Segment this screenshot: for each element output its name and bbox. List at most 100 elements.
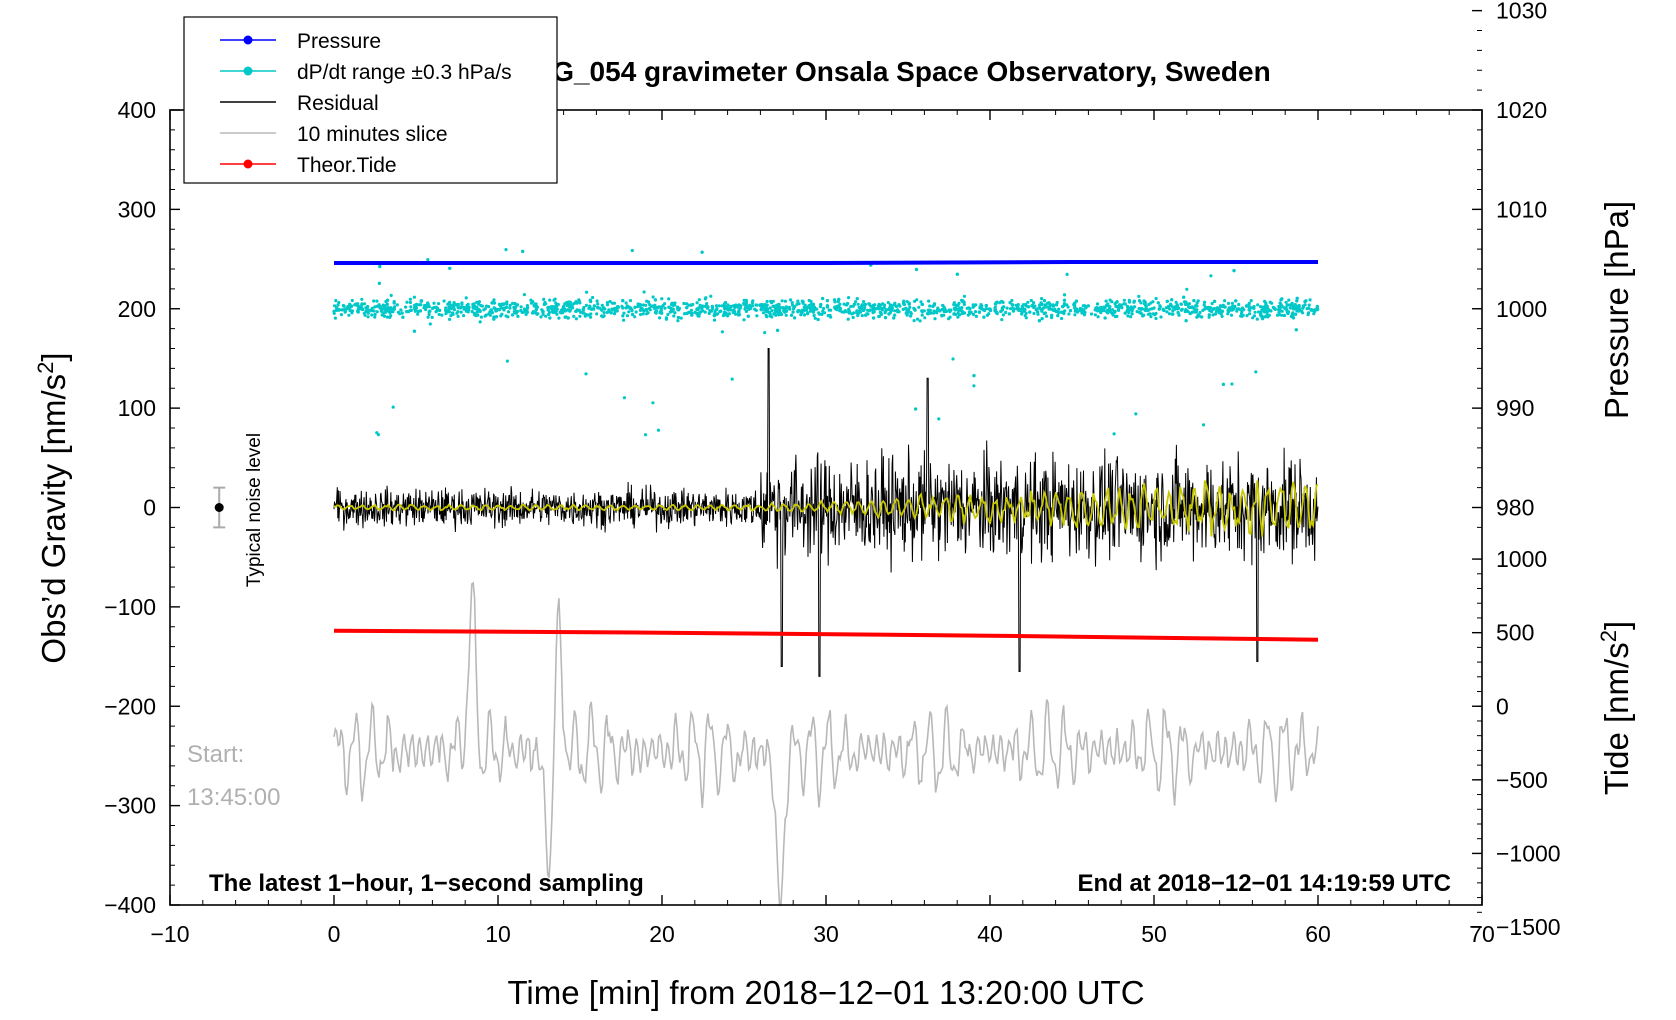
dpdt-point [600,308,604,312]
series-layer [332,248,1320,907]
dpdt-point [761,311,766,315]
dpdt-point [776,305,780,309]
dpdt-point [476,313,480,317]
dpdt-point [731,304,735,308]
dpdt-point [747,307,751,311]
tide-tick-label: 500 [1496,620,1534,646]
dpdt-point [915,298,919,302]
dpdt-point [689,303,693,307]
dpdt-point [1146,312,1150,316]
dpdt-point [849,304,853,309]
dpdt-point [1151,300,1155,304]
dpdt-point [1073,313,1077,317]
dpdt-point [778,310,782,314]
dpdt-point [942,313,946,317]
dpdt-point [540,308,544,312]
dpdt-point [519,309,523,313]
legend-label: Residual [297,92,379,115]
dpdt-point [994,301,999,305]
dpdt-point [820,312,824,316]
dpdt-point [765,299,769,304]
dpdt-point [653,298,658,302]
dpdt-point [641,312,645,316]
pressure-tick-label: 980 [1496,495,1534,521]
dpdt-point [427,312,431,317]
dpdt-point [811,302,816,306]
dpdt-point [1004,310,1008,314]
dpdt-point [653,307,657,311]
dpdt-point [464,296,468,300]
dpdt-point [1165,299,1169,303]
dpdt-point [700,250,704,254]
dpdt-point [624,306,628,310]
dpdt-point [404,305,408,309]
dpdt-point [689,308,694,312]
dpdt-point [770,315,774,319]
dpdt-point [373,305,377,309]
dpdt-point [625,314,630,318]
dpdt-point [1113,314,1118,319]
dpdt-point [715,308,719,312]
dpdt-point [642,290,646,294]
dpdt-point [795,302,799,306]
dpdt-point [391,310,395,314]
dpdt-point [734,312,738,316]
dpdt-point [864,313,868,317]
dpdt-point [484,304,489,308]
dpdt-point [1252,305,1256,309]
dpdt-point [664,317,669,321]
dpdt-point [487,312,491,316]
dpdt-point [546,308,550,312]
dpdt-point [1111,313,1115,317]
dpdt-point [584,303,589,307]
dpdt-point [547,312,551,316]
dpdt-point [596,305,600,310]
dpdt-point [609,311,613,315]
legend-swatch-dot [243,35,253,45]
dpdt-point [544,314,548,318]
dpdt-point [1234,299,1238,303]
dpdt-point [581,308,586,312]
dpdt-point [553,307,557,311]
dpdt-point [395,303,399,307]
dpdt-point [666,312,670,317]
x-tick-label: 70 [1469,921,1495,947]
dpdt-point [1249,299,1253,303]
dpdt-point [860,314,864,318]
dpdt-point [1057,307,1061,311]
dpdt-point [928,304,932,308]
dpdt-point [709,294,713,298]
dpdt-point [1301,311,1305,315]
dpdt-point [943,307,947,311]
dpdt-point [1112,432,1116,436]
dpdt-point [1024,302,1028,307]
dpdt-point [1015,307,1020,311]
dpdt-point [437,312,441,317]
dpdt-point [1139,311,1143,315]
dpdt-point [533,302,537,306]
dpdt-point [542,297,546,301]
dpdt-point [1108,305,1112,309]
dpdt-point [802,313,807,317]
dpdt-point [1020,305,1024,309]
dpdt-point [1108,298,1112,302]
dpdt-point [561,305,566,309]
dpdt-point [1040,297,1044,301]
dpdt-point [1066,305,1070,309]
dpdt-point [1099,310,1103,315]
dpdt-point [1196,299,1200,303]
dpdt-point [972,374,976,378]
x-tick-label: 60 [1305,921,1331,947]
dpdt-point [1095,302,1100,306]
dpdt-point [789,298,793,302]
noise-label: Typical noise level [244,433,265,587]
dpdt-point [1047,305,1052,309]
dpdt-point [1126,305,1130,309]
dpdt-point [1134,412,1138,416]
dpdt-point [1280,309,1284,313]
dpdt-point [962,302,967,307]
dpdt-point [872,316,876,320]
dpdt-point [1086,304,1090,308]
dpdt-point [905,313,909,317]
